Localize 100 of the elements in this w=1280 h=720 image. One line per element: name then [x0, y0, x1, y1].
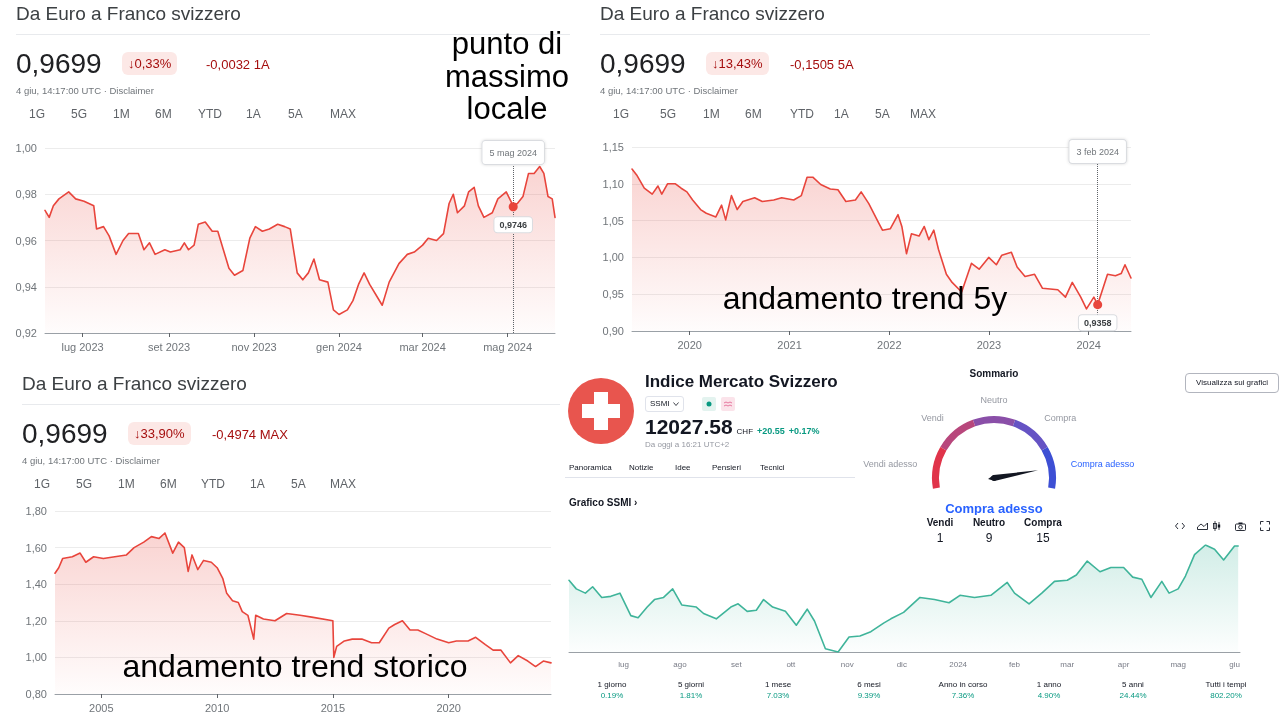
annotation: 15 [1035, 531, 1051, 545]
text: +0.17% [788, 426, 820, 436]
text: SSMI [650, 398, 670, 410]
text: YTD [201, 477, 225, 491]
y-tick-label: 1,00 [25, 651, 47, 664]
chart-subtitle: 4 giu, 14:17:00 UTC · Disclaimer [16, 85, 154, 96]
text: 5A [288, 107, 303, 121]
x-tick-label: 2023 [976, 338, 1002, 351]
y-tick-label: 0,90 [602, 325, 624, 337]
x-tick-label: 2005 [89, 701, 114, 714]
text: 1G [29, 107, 46, 121]
text: 6M [160, 477, 177, 491]
y-tick-label: 1,20 [25, 614, 47, 627]
text: 5 anni [1121, 680, 1145, 689]
text: 1 anno [1036, 680, 1062, 689]
x-tick-label: apr [1117, 659, 1130, 669]
annotation: 0,9746 [499, 219, 527, 230]
text: YTD [198, 107, 222, 121]
text: CHF [736, 427, 754, 436]
text: Neutro [972, 517, 1006, 528]
y-tick-label: 1,15 [602, 141, 624, 153]
text: Tutti i tempi [1205, 680, 1247, 689]
text: 6M [745, 107, 762, 121]
x-tick-label: 2010 [204, 701, 230, 714]
annotation: 1 [935, 531, 945, 545]
text: 24.44% [1119, 691, 1147, 700]
text: Anno in corso [938, 680, 988, 689]
x-tick-label: feb [1008, 659, 1021, 669]
annotation: 0,9358 [1083, 317, 1112, 328]
text: punto di massimo locale [444, 26, 570, 127]
chart-subtitle: 4 giu, 14:17:00 UTC · Disclaimer [22, 455, 160, 466]
x-tick-label: set [730, 659, 743, 669]
chart-title: Sommario [969, 368, 1019, 379]
text: MAX [330, 107, 357, 121]
text: -0,4974 MAX [212, 427, 288, 442]
text: Vendi [926, 517, 954, 528]
y-tick-label: 0,94 [15, 280, 37, 293]
x-tick-label: lug [618, 659, 629, 669]
y-tick-label: 1,00 [602, 251, 624, 264]
text: 6 mesi [857, 680, 881, 689]
ref-line-label: 5 mag 2024 [489, 147, 537, 158]
y-tick-label: 1,05 [602, 214, 624, 227]
text: Panoramica [569, 463, 612, 472]
text: ↓13,43% [706, 52, 769, 75]
x-tick-label: set 2023 [147, 340, 191, 353]
slice-label: Vendi [921, 413, 944, 424]
chart-title: Grafico SSMI › [569, 497, 638, 508]
text: 1M [703, 107, 720, 121]
text: ↓0,33% [122, 52, 178, 75]
chart-subtitle: 4 giu, 14:17:00 UTC · Disclaimer [600, 85, 738, 96]
x-tick-label: 2024 [949, 659, 968, 669]
y-tick-label: 1,80 [25, 505, 47, 517]
text: 6M [155, 107, 172, 121]
x-tick-label: 2024 [1076, 338, 1101, 351]
text: Compra [1024, 517, 1062, 528]
y-tick-label: 1,60 [25, 541, 47, 554]
x-tick-label: gen 2024 [316, 340, 362, 353]
text: 5 giorni [677, 680, 705, 689]
x-tick-label: mar [1060, 659, 1075, 669]
text: 4.90% [1036, 691, 1062, 700]
text: 0,9699 [600, 48, 686, 80]
y-tick-label: 1,00 [15, 142, 37, 154]
text: 7.36% [950, 691, 976, 700]
text: Notizie [629, 463, 654, 472]
text: 12027.58 [645, 415, 733, 439]
text: 5A [875, 107, 890, 121]
chart-title: Da Euro a Franco svizzero [600, 3, 825, 25]
text: -0,1505 5A [790, 57, 854, 72]
text: 1 mese [764, 680, 792, 689]
x-tick-label: dic [896, 659, 907, 669]
slice-label: Neutro [980, 395, 1008, 405]
text: Indice Mercato Svizzero [645, 372, 838, 392]
text: 1 giorno [597, 680, 627, 689]
text: 0,9699 [22, 418, 108, 450]
text: 5G [71, 107, 88, 121]
x-tick-label: 2021 [777, 338, 802, 351]
text: 0,9699 [16, 48, 102, 80]
text: 9.39% [857, 691, 881, 700]
x-tick-label: nov [840, 659, 854, 669]
slice-label: Vendi adesso [863, 459, 918, 470]
text: Idee [675, 463, 691, 472]
text: MAX [330, 477, 357, 491]
text: 1A [246, 107, 261, 121]
text: 1M [113, 107, 130, 121]
text: 5G [660, 107, 677, 121]
x-tick-label: ott [786, 659, 797, 669]
text: 0.19% [599, 691, 625, 700]
text: 1G [613, 107, 630, 121]
text: 7.03% [765, 691, 791, 700]
x-tick-label: giu [1229, 659, 1240, 669]
text: MAX [910, 107, 937, 121]
annotation: andamento trend 5y [721, 280, 1009, 316]
text: 1A [250, 477, 265, 491]
text: 1A [834, 107, 849, 121]
y-tick-label: 0,80 [25, 688, 47, 700]
text: YTD [790, 107, 814, 121]
x-tick-label: 2020 [436, 701, 461, 714]
text: -0,0032 1A [206, 57, 270, 72]
text: Visualizza sui grafici [1185, 373, 1279, 393]
text: Compra adesso [945, 500, 1043, 516]
